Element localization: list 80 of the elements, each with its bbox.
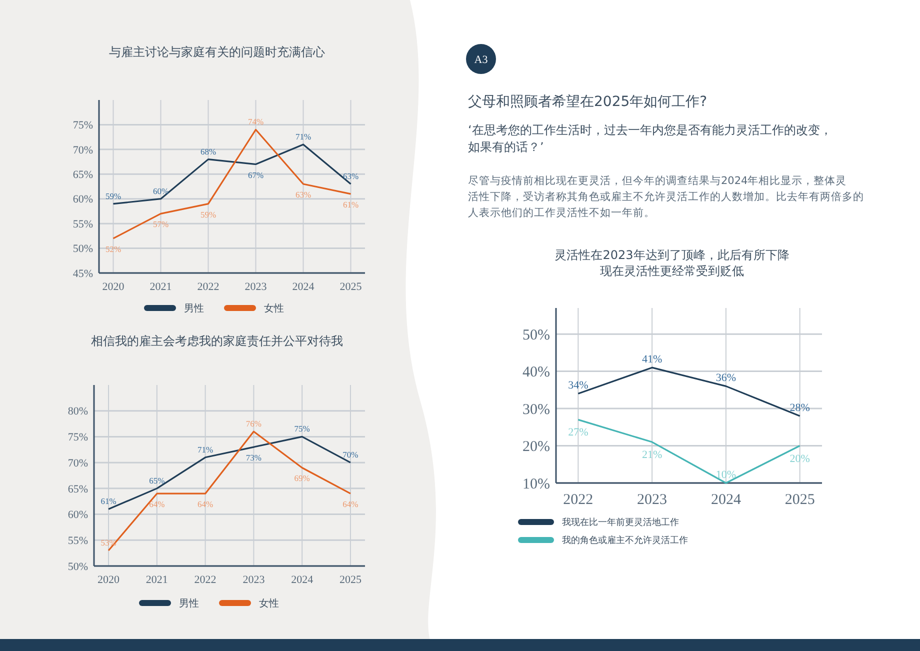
data-label: 59% xyxy=(200,209,216,220)
text: 尽管与疫情前相比现在更灵活，但今年的调查结果与2024年相比显示，整体灵活性下降，受访者称其角色或雇主不允许灵活工作的人数增加。比去年有两倍多的人表示他们的工作灵活性不如一年前。 xyxy=(468,174,864,219)
x-tick-label: 2021 xyxy=(146,574,168,586)
y-tick-label: 50% xyxy=(68,560,88,573)
y-tick-label: 20% xyxy=(522,439,550,456)
data-label: 69% xyxy=(294,473,310,484)
y-tick-label: 60% xyxy=(68,509,88,522)
chart-title: 相信我的雇主会考虑我的家庭责任并公平对待我 xyxy=(91,334,343,348)
y-tick-label: 65% xyxy=(72,168,93,181)
y-tick-label: 10% xyxy=(522,476,550,492)
y-tick-label: 75% xyxy=(72,120,93,132)
data-label: 59% xyxy=(105,190,122,201)
data-label: 41% xyxy=(642,354,662,366)
y-tick-label: 60% xyxy=(72,194,93,206)
y-tick-label: 50% xyxy=(72,243,93,256)
legend-label: 男性 xyxy=(184,302,204,314)
data-label: 20% xyxy=(790,452,810,465)
y-tick-label: 70% xyxy=(72,144,93,156)
x-tick-label: 2024 xyxy=(710,492,742,508)
y-tick-label: 55% xyxy=(68,534,88,547)
data-label: 75% xyxy=(294,424,310,434)
chart-subtitle: 现在灵活性更经常受到贬低 xyxy=(600,264,744,278)
x-tick-label: 2024 xyxy=(291,574,314,586)
x-tick-label: 2020 xyxy=(102,281,125,293)
data-label: 10% xyxy=(716,469,736,481)
data-label: 73% xyxy=(246,452,262,463)
y-tick-label: 40% xyxy=(522,364,550,381)
data-label: 74% xyxy=(248,116,264,127)
legend-label: 我现在比一年前更灵活地工作 xyxy=(562,517,679,528)
y-tick-label: 55% xyxy=(72,218,93,230)
data-label: 65% xyxy=(149,475,165,486)
x-tick-label: 2025 xyxy=(339,574,362,586)
x-tick-label: 2021 xyxy=(150,281,172,293)
x-tick-label: 2025 xyxy=(340,281,362,293)
data-label: 28% xyxy=(790,402,810,414)
y-tick-label: 80% xyxy=(68,406,88,418)
legend-label: 女性 xyxy=(264,302,284,314)
data-label: 64% xyxy=(342,499,358,510)
data-label: 61% xyxy=(100,496,116,506)
x-tick-label: 2025 xyxy=(784,492,815,508)
data-label: 71% xyxy=(198,444,214,454)
data-label: 67% xyxy=(248,170,264,180)
x-tick-label: 2023 xyxy=(637,492,668,508)
y-tick-label: 70% xyxy=(68,457,88,470)
y-tick-label: 50% xyxy=(522,327,550,344)
x-tick-label: 2023 xyxy=(244,281,268,293)
data-label: 21% xyxy=(642,449,662,462)
y-tick-label: 65% xyxy=(68,483,88,496)
data-label: 36% xyxy=(716,372,736,384)
y-tick-label: 75% xyxy=(68,432,88,444)
x-tick-label: 2020 xyxy=(98,574,120,586)
data-label: 64% xyxy=(198,499,214,510)
x-tick-label: 2023 xyxy=(242,574,266,586)
y-tick-label: 45% xyxy=(72,268,93,280)
data-label: 63% xyxy=(342,171,359,182)
data-label: 27% xyxy=(568,426,588,439)
data-label: 64% xyxy=(149,499,165,510)
text: A3 xyxy=(474,54,488,66)
data-label: 71% xyxy=(295,131,312,142)
data-label: 60% xyxy=(152,186,169,196)
legend-label: 我的角色或雇主不允许灵活工作 xyxy=(562,535,688,546)
x-tick-label: 2022 xyxy=(563,492,594,508)
x-tick-label: 2022 xyxy=(197,281,220,293)
legend-label: 男性 xyxy=(179,598,199,610)
data-label: 34% xyxy=(568,380,588,392)
data-label: 61% xyxy=(342,199,359,210)
data-label: 76% xyxy=(246,418,262,429)
text: 父母和照顾者希望在2025年如何工作? xyxy=(468,94,708,110)
x-tick-label: 2024 xyxy=(292,281,315,293)
chart-title: 灵活性在2023年达到了顶峰，此后有所下降 xyxy=(554,248,790,262)
y-tick-label: 30% xyxy=(522,402,550,418)
data-label: 57% xyxy=(152,219,169,230)
data-label: 52% xyxy=(105,244,122,254)
chart-title: 与雇主讨论与家庭有关的问题时充满信心 xyxy=(109,45,325,59)
text: ‘在思考您的工作生活时，过去一年内您是否有能力灵活工作的改变，如果有的话？’ xyxy=(468,123,832,154)
legend-label: 女性 xyxy=(259,598,279,610)
data-label: 68% xyxy=(200,146,216,156)
data-label: 63% xyxy=(295,190,312,200)
x-tick-label: 2022 xyxy=(194,574,216,586)
data-label: 70% xyxy=(342,450,358,460)
